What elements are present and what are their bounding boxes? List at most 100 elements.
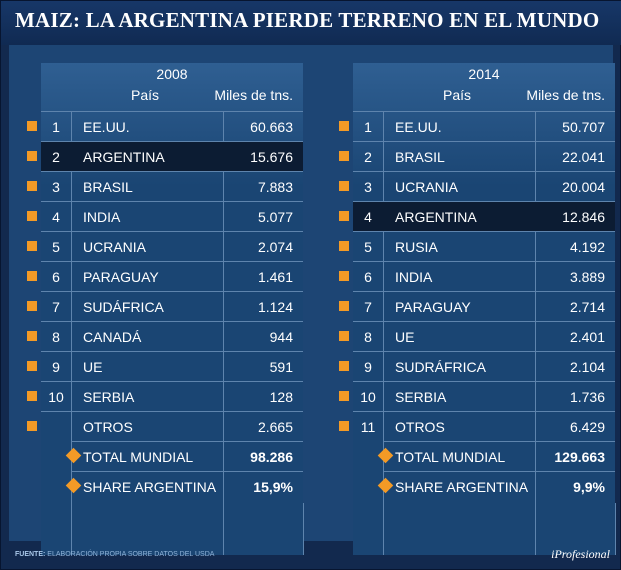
column-header-country: País xyxy=(443,87,472,103)
row-divider xyxy=(41,171,303,172)
rank-number: 11 xyxy=(360,419,376,435)
column-divider xyxy=(535,111,536,503)
table-row: 10 SERBIA 128 xyxy=(41,381,303,411)
orange-square-icon xyxy=(27,241,37,251)
rank-number: 4 xyxy=(364,209,372,225)
production-value: 7.883 xyxy=(257,179,293,195)
total-value: 98.286 xyxy=(250,449,293,465)
orange-square-icon xyxy=(27,271,37,281)
rank-number: 2 xyxy=(52,149,60,165)
rank-number: 9 xyxy=(52,359,60,375)
country-name: EE.UU. xyxy=(83,119,130,135)
rank-number: 2 xyxy=(364,149,372,165)
row-divider xyxy=(383,441,615,442)
country-name: ARGENTINA xyxy=(395,209,477,225)
share-value: 9,9% xyxy=(573,479,605,495)
rank-number: 1 xyxy=(364,119,372,135)
country-name: PARAGUAY xyxy=(83,269,159,285)
row-divider xyxy=(41,411,303,412)
orange-square-icon xyxy=(339,271,349,281)
total-label: TOTAL MUNDIAL xyxy=(83,449,194,465)
rank-number: 3 xyxy=(364,179,372,195)
production-value: 50.707 xyxy=(562,119,605,135)
country-name: SUDRÁFRICA xyxy=(395,359,487,375)
share-row: SHARE ARGENTINA 15,9% xyxy=(41,471,303,501)
production-value: 128 xyxy=(269,389,293,405)
orange-diamond-icon xyxy=(377,447,394,464)
table-row: 9 SUDRÁFRICA 2.104 xyxy=(353,351,615,381)
production-value: 12.846 xyxy=(562,209,605,225)
table-row: 3 UCRANIA 20.004 xyxy=(353,171,615,201)
table-row: 7 SUDÁFRICA 1.124 xyxy=(41,291,303,321)
orange-square-icon xyxy=(339,361,349,371)
rank-number: 7 xyxy=(52,299,60,315)
orange-square-icon xyxy=(339,391,349,401)
production-value: 1.736 xyxy=(569,389,605,405)
country-name: CANADÁ xyxy=(83,329,142,345)
country-name: INDIA xyxy=(395,269,433,285)
rank-number: 7 xyxy=(364,299,372,315)
source-label: FUENTE: xyxy=(15,551,46,558)
share-label: SHARE ARGENTINA xyxy=(83,479,217,495)
source-note: FUENTE: ELABORACIÓN PROPIA SOBRE DATOS D… xyxy=(15,551,214,558)
orange-square-icon xyxy=(27,301,37,311)
table-row: 6 PARAGUAY 1.461 xyxy=(41,261,303,291)
table-row: 10 SERBIA 1.736 xyxy=(353,381,615,411)
orange-square-icon xyxy=(27,361,37,371)
row-divider xyxy=(353,381,615,382)
table-row: 6 INDIA 3.889 xyxy=(353,261,615,291)
orange-square-icon xyxy=(27,421,37,431)
rank-number: 6 xyxy=(364,269,372,285)
orange-square-icon xyxy=(339,211,349,221)
row-divider xyxy=(71,471,303,472)
orange-square-icon xyxy=(339,331,349,341)
orange-square-icon xyxy=(27,211,37,221)
production-value: 3.889 xyxy=(569,269,605,285)
row-divider xyxy=(353,111,615,112)
production-value: 2.104 xyxy=(569,359,605,375)
table-2014: 2014 País Miles de tns. 1 EE.UU. 50.707 2 BRASI… xyxy=(353,63,616,555)
production-value: 1.461 xyxy=(257,269,293,285)
brand-logo: iProfesional xyxy=(551,547,610,561)
rank-number: 8 xyxy=(52,329,60,345)
row-divider xyxy=(41,321,303,322)
table-row: OTROS 2.665 xyxy=(41,411,303,441)
country-name: UCRANIA xyxy=(83,239,147,255)
country-name: INDIA xyxy=(83,209,121,225)
rank-number: 8 xyxy=(364,329,372,345)
rank-number: 4 xyxy=(52,209,60,225)
orange-square-icon xyxy=(27,121,37,131)
total-row: TOTAL MUNDIAL 129.663 xyxy=(353,441,615,471)
rank-number: 10 xyxy=(360,389,376,405)
rank-number: 9 xyxy=(364,359,372,375)
table-2008: 2008 País Miles de tns. 1 EE.UU. 60.663 2 ARGEN… xyxy=(41,63,304,555)
rank-number: 6 xyxy=(52,269,60,285)
table-row: 8 CANADÁ 944 xyxy=(41,321,303,351)
rank-number: 5 xyxy=(364,239,372,255)
production-value: 5.077 xyxy=(257,209,293,225)
title-bar: MAIZ: LA ARGENTINA PIERDE TERRENO EN EL … xyxy=(1,1,621,45)
orange-square-icon xyxy=(27,151,37,161)
share-row: SHARE ARGENTINA 9,9% xyxy=(353,471,615,501)
table-row: 9 UE 591 xyxy=(41,351,303,381)
row-divider xyxy=(353,411,615,412)
country-name: BRASIL xyxy=(395,149,445,165)
orange-square-icon xyxy=(27,391,37,401)
production-value: 1.124 xyxy=(257,299,293,315)
row-divider xyxy=(41,261,303,262)
rank-number: 3 xyxy=(52,179,60,195)
row-divider xyxy=(41,291,303,292)
orange-square-icon xyxy=(339,181,349,191)
country-name: ARGENTINA xyxy=(83,149,165,165)
production-value: 944 xyxy=(269,329,293,345)
country-name: SERBIA xyxy=(395,389,447,405)
row-divider xyxy=(41,351,303,352)
table-row: 4 INDIA 5.077 xyxy=(41,201,303,231)
table-row: 1 EE.UU. 60.663 xyxy=(41,111,303,141)
country-name: SUDÁFRICA xyxy=(83,299,164,315)
orange-square-icon xyxy=(339,121,349,131)
orange-diamond-icon xyxy=(65,477,82,494)
rank-number: 10 xyxy=(48,389,64,405)
country-name: OTROS xyxy=(83,419,133,435)
